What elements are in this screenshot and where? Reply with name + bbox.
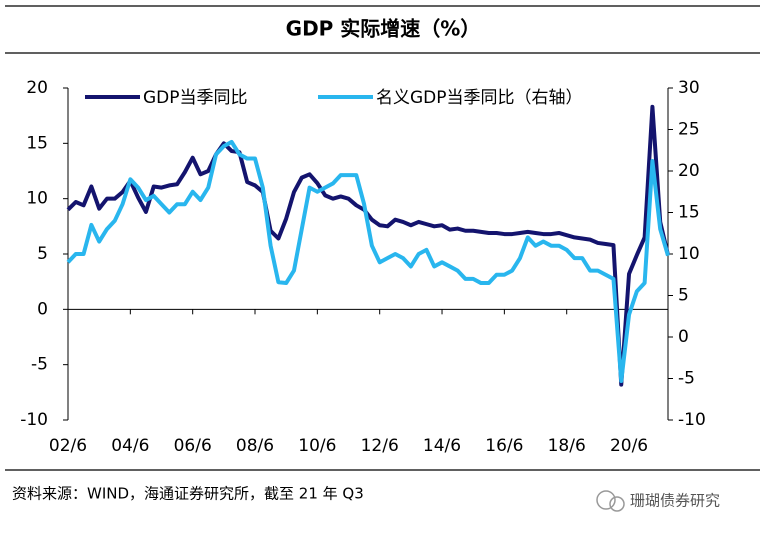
y-tick-label: 0 <box>37 299 48 319</box>
y-tick-label: 15 <box>26 133 48 153</box>
y-tick-label: -10 <box>20 410 48 430</box>
y2-tick-label: 20 <box>678 161 700 181</box>
y2-tick-label: 0 <box>678 327 689 347</box>
x-tick-label: 06/6 <box>174 436 212 456</box>
y2-tick-label: 10 <box>678 244 700 264</box>
x-tick-label: 18/6 <box>548 436 586 456</box>
x-tick-label: 20/6 <box>610 436 648 456</box>
x-tick-label: 12/6 <box>361 436 399 456</box>
y2-tick-label: 25 <box>678 120 700 140</box>
chart-title: GDP 实际增速（%） <box>286 17 481 41</box>
y2-tick-label: -5 <box>678 369 695 389</box>
x-tick-label: 10/6 <box>298 436 336 456</box>
y-tick-label: -5 <box>31 355 48 375</box>
y2-tick-label: -10 <box>678 410 706 430</box>
y-tick-label: 5 <box>37 244 48 264</box>
y-tick-label: 20 <box>26 78 48 98</box>
y2-tick-label: 30 <box>678 78 700 98</box>
series-line <box>66 104 670 387</box>
y-tick-label: 10 <box>26 189 48 209</box>
source-note: 资料来源：WIND，海通证券研究所，截至 21 年 Q3 <box>12 485 364 503</box>
x-tick-label: 16/6 <box>485 436 523 456</box>
watermark: 珊瑚债券研究 <box>630 492 720 510</box>
x-tick-label: 14/6 <box>423 436 461 456</box>
y2-tick-label: 5 <box>678 286 689 306</box>
legend-label: 名义GDP当季同比（右轴） <box>376 88 583 108</box>
x-tick-label: 02/6 <box>49 436 87 456</box>
watermark-icon <box>596 490 625 512</box>
y2-tick-label: 15 <box>678 203 700 223</box>
x-tick-label: 04/6 <box>111 436 149 456</box>
x-tick-label: 08/6 <box>236 436 274 456</box>
legend-label: GDP当季同比 <box>143 88 248 108</box>
series-line <box>66 139 670 383</box>
